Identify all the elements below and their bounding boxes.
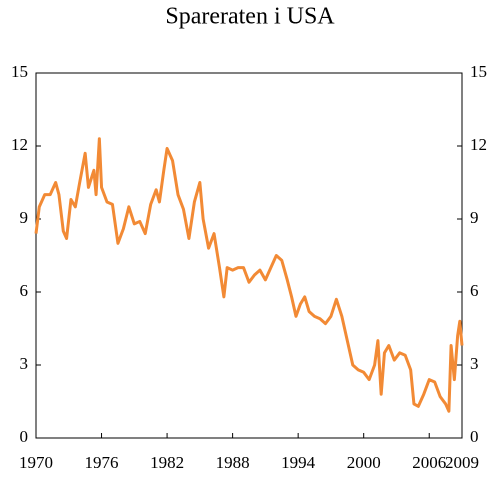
y-tick-label: 3 [20, 354, 29, 373]
x-tick-label: 1982 [150, 453, 184, 472]
y-tick-label: 12 [11, 135, 28, 154]
y-tick-label: 6 [20, 281, 29, 300]
x-tick-label: 1970 [19, 453, 53, 472]
data-line [34, 137, 464, 413]
chart-title: Spareraten i USA [165, 4, 335, 30]
x-tick-label: 1976 [85, 453, 119, 472]
plot-frame [35, 72, 463, 439]
x-tick-label: 1988 [216, 453, 250, 472]
x-tick-label: 2006 [412, 453, 446, 472]
x-tick-label: 2000 [347, 453, 381, 472]
y2-tick-label: 9 [470, 208, 479, 227]
y2-tick-label: 3 [470, 354, 479, 373]
y-tick-label: 9 [20, 208, 29, 227]
y2-tick-label: 15 [470, 62, 487, 81]
y2-tick-label: 12 [470, 135, 487, 154]
x-tick-label: 2009 [445, 453, 479, 472]
y2-tick-label: 6 [470, 281, 479, 300]
y-tick-label: 15 [11, 62, 28, 81]
x-tick-label: 1994 [281, 453, 316, 472]
y2-tick-label: 0 [470, 427, 479, 446]
y-tick-label: 0 [20, 427, 29, 446]
